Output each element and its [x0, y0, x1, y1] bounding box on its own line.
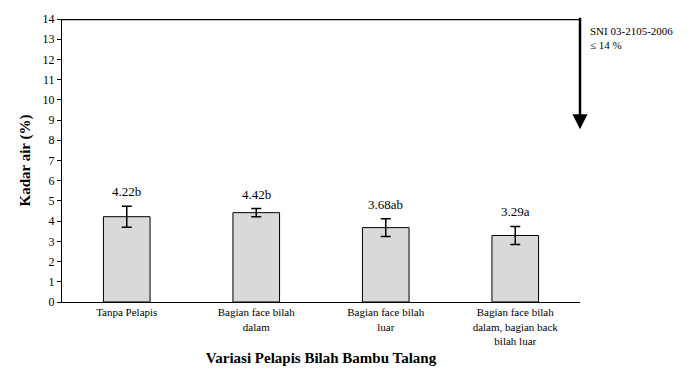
svg-text:Bagian face bilahdalam: Bagian face bilahdalam — [218, 306, 295, 332]
svg-text:9: 9 — [49, 113, 55, 127]
svg-text:Bagian face bilahdalam, bagian: Bagian face bilahdalam, bagian backbilah… — [473, 306, 559, 347]
svg-text:4.22b: 4.22b — [112, 184, 141, 199]
svg-text:Bagian face bilahluar: Bagian face bilahluar — [347, 306, 424, 332]
svg-text:10: 10 — [43, 93, 55, 107]
svg-text:3.68ab: 3.68ab — [368, 197, 403, 212]
svg-text:Kadar air (%): Kadar air (%) — [17, 115, 34, 207]
svg-text:1: 1 — [49, 275, 55, 289]
svg-text:SNI 03-2105-2006≤ 14 %: SNI 03-2105-2006≤ 14 % — [590, 25, 673, 51]
svg-text:Tanpa Pelapis: Tanpa Pelapis — [96, 306, 157, 318]
svg-text:3.29a: 3.29a — [501, 204, 530, 219]
svg-text:8: 8 — [49, 133, 55, 147]
svg-text:14: 14 — [43, 12, 55, 26]
svg-text:0: 0 — [49, 295, 55, 309]
svg-text:2: 2 — [49, 255, 55, 269]
svg-text:12: 12 — [43, 53, 55, 67]
svg-text:11: 11 — [43, 73, 55, 87]
svg-text:6: 6 — [49, 174, 55, 188]
svg-text:4: 4 — [49, 214, 55, 228]
svg-text:4.42b: 4.42b — [242, 187, 271, 202]
svg-text:13: 13 — [43, 32, 55, 46]
svg-text:5: 5 — [49, 194, 55, 208]
svg-text:Variasi Pelapis Bilah Bambu Ta: Variasi Pelapis Bilah Bambu Talang — [206, 350, 437, 366]
svg-text:7: 7 — [49, 154, 55, 168]
svg-text:3: 3 — [49, 235, 55, 249]
